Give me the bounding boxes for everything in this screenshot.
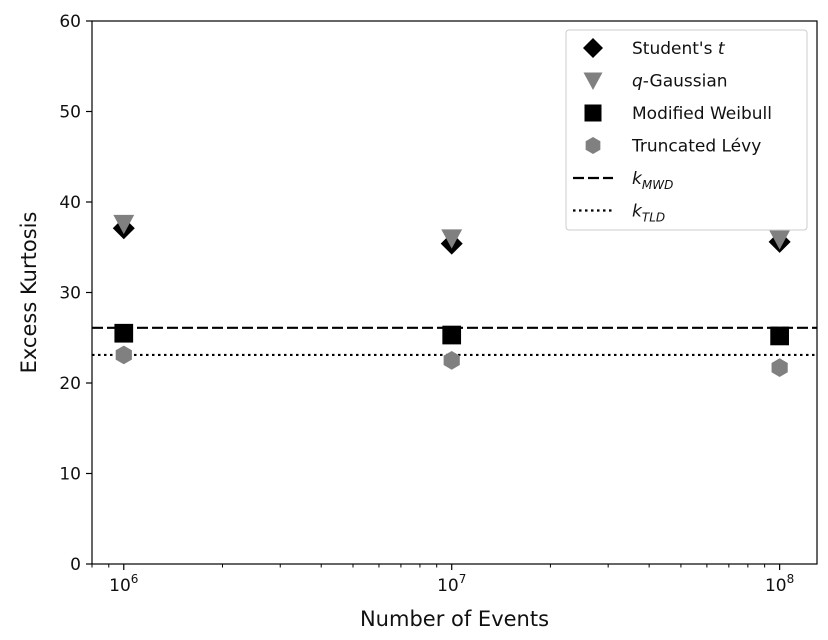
data-point-square-2: [442, 325, 462, 345]
legend-label: kTLD: [632, 202, 665, 225]
legend-label-italic: q: [632, 72, 643, 92]
x-tick-label: 107: [437, 572, 466, 596]
data-point-triangle-down-3: [769, 230, 791, 250]
legend-label: q-Gaussian: [632, 72, 728, 92]
legend: Student's t q-Gaussian Modified Weibull Tru…: [565, 29, 808, 231]
data-point-triangle-down-1: [113, 214, 135, 235]
data-point-hexagon-1: [115, 345, 132, 365]
data-point-square-1: [114, 323, 134, 343]
legend-label-text: Student's: [632, 39, 718, 59]
x-tick-label: 106: [109, 572, 138, 596]
legend-label-text: Truncated Lévy: [631, 137, 761, 157]
legend-label-subscript: TLD: [642, 211, 665, 225]
y-tick-label: 10: [59, 465, 81, 485]
legend-label: Student's t: [632, 39, 726, 59]
legend-marker-triangle-down: [583, 72, 603, 90]
legend-label: kMWD: [632, 169, 673, 192]
y-tick-label: 50: [59, 103, 81, 123]
legend-label: Modified Weibull: [632, 104, 772, 124]
y-tick-label: 0: [70, 555, 81, 575]
plot-area: [92, 214, 817, 377]
legend-label-text: Modified Weibull: [632, 104, 772, 124]
legend-label: Truncated Lévy: [631, 137, 761, 157]
legend-label-symbol: k: [632, 169, 643, 189]
legend-box: [565, 29, 808, 231]
legend-marker-diamond: [583, 38, 603, 58]
x-tick-exponent: 6: [131, 572, 139, 586]
y-tick-label: 40: [59, 193, 81, 213]
data-point-triangle-down-2: [441, 229, 463, 249]
x-tick-exponent: 8: [787, 572, 795, 586]
x-tick-base: 10: [437, 576, 459, 596]
x-tick-base: 10: [765, 576, 787, 596]
x-tick-base: 10: [109, 576, 131, 596]
legend-label-text: -Gaussian: [643, 72, 728, 92]
legend-label-symbol: k: [632, 202, 643, 222]
data-point-hexagon-3: [771, 358, 788, 377]
y-axis-title: Excess Kurtosis: [17, 212, 41, 374]
legend-marker-square: [584, 104, 602, 122]
y-tick-label: 30: [59, 284, 81, 304]
x-tick-label: 108: [765, 572, 794, 596]
y-tick-label: 60: [59, 12, 81, 32]
x-tick-exponent: 7: [459, 572, 467, 586]
y-tick-label: 20: [59, 374, 81, 394]
legend-marker-hexagon: [585, 137, 601, 154]
data-point-square-3: [770, 326, 789, 346]
legend-label-italic: t: [718, 39, 726, 59]
x-axis-title: Number of Events: [360, 607, 549, 631]
data-point-hexagon-2: [443, 351, 460, 370]
legend-label-subscript: MWD: [642, 178, 673, 192]
